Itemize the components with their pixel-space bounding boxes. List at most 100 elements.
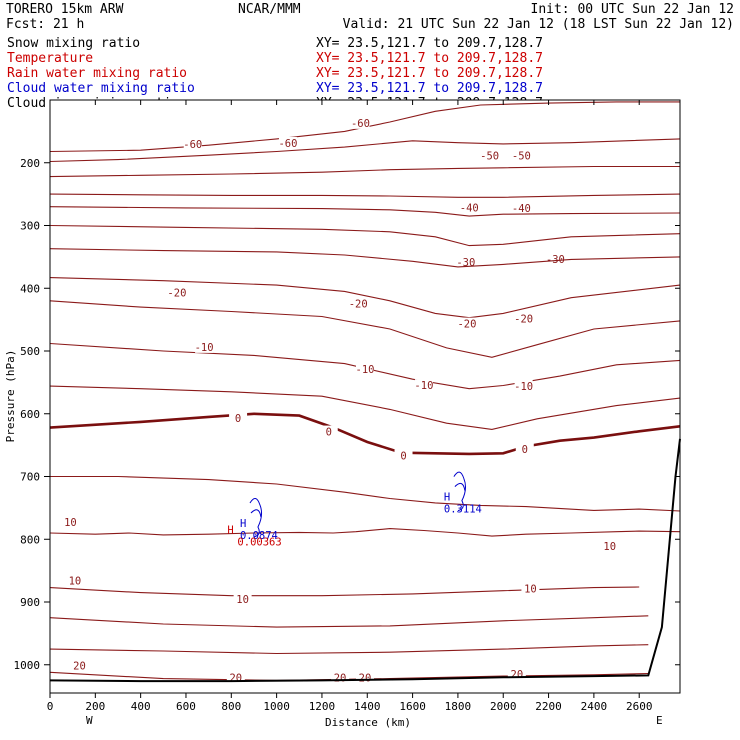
isotherm-label-bg — [183, 138, 202, 151]
cloud-water-max-marker: H — [444, 492, 450, 504]
legend-label: Cloud water mixing ratio — [7, 81, 195, 96]
y-tick-label: 700 — [20, 471, 40, 484]
isotherm-label-bg — [514, 312, 533, 325]
x-tick-label: 1000 — [263, 700, 290, 713]
isotherm-label-bg — [512, 202, 531, 215]
isotherm-label-bg — [414, 379, 433, 392]
model-title: TORERO 15km ARW — [6, 2, 124, 17]
x-tick-label: 0 — [47, 700, 54, 713]
legend-xy: XY= 23.5,121.7 to 209.7,128.7 — [316, 51, 543, 66]
x-tick-label: 400 — [131, 700, 151, 713]
isotherm-label-bg — [600, 539, 619, 552]
isotherm-label: -10 — [356, 364, 375, 376]
x-tick-label: 800 — [221, 700, 241, 713]
plot-frame — [49, 99, 681, 694]
isotherm-label: 20 — [229, 673, 242, 685]
isotherm-label-bg — [65, 574, 84, 587]
terrain-line — [49, 438, 681, 683]
east-label: E — [656, 714, 663, 727]
legend-xy: XY= 23.5,121.7 to 209.7,128.7 — [316, 81, 543, 96]
west-label: W — [86, 714, 93, 727]
center-label: NCAR/MMM — [238, 2, 301, 17]
x-tick-label: 2400 — [581, 700, 608, 713]
x-axis: 0 200 400 600 800 1000 1200 1400 1600 1800 2000 220… — [47, 100, 653, 713]
isotherm-label: 0 — [326, 427, 332, 439]
x-tick-label: 2600 — [626, 700, 653, 713]
terrain-profile — [49, 438, 681, 683]
isotherm-label-bg — [233, 593, 252, 606]
isotherm-line — [49, 206, 681, 217]
isotherm-label: -10 — [414, 380, 433, 392]
init-time: Init: 00 UTC Sun 22 Jan 12 — [531, 2, 735, 17]
y-tick-label: 1000 — [14, 659, 41, 672]
y-tick-label: 400 — [20, 282, 40, 295]
isotherm-label: -20 — [514, 314, 533, 326]
isotherm-label: 10 — [69, 575, 82, 587]
legend-xy: XY= 23.5,121.7 to 209.7,128.7 — [316, 66, 543, 81]
isotherm-label-bg — [167, 286, 186, 299]
cloud-water-contour — [249, 497, 263, 538]
temperature-contours: -60 -60-60-50 -50-40 -40-30 -30-20-20-20 -20-… — [49, 101, 681, 685]
isotherm-label-bg — [278, 136, 297, 149]
isotherm-label: 20 — [511, 669, 524, 681]
cloud-water-contour — [250, 509, 262, 518]
isotherm-line — [49, 644, 649, 655]
isotherm-label: -60 — [278, 138, 297, 150]
y-tick-label: 600 — [20, 408, 40, 421]
isotherm-label-bg — [394, 449, 413, 462]
isotherm-label-bg — [319, 425, 338, 438]
isotherm-label-bg — [546, 253, 565, 266]
isotherm-line — [49, 193, 681, 198]
isotherm-label-bg — [512, 149, 531, 162]
isotherm-label-bg — [480, 149, 499, 162]
isotherm-label: 0 — [522, 444, 528, 456]
x-tick-label: 600 — [176, 700, 196, 713]
y-axis-title: Pressure (hPa) — [4, 350, 17, 443]
x-tick-label: 2000 — [490, 700, 517, 713]
rain-water-max-marker: H — [227, 524, 233, 536]
isotherm-label-bg — [356, 362, 374, 375]
isotherm-label: 0 — [400, 450, 406, 462]
isotherm-label-bg — [515, 443, 534, 456]
isotherm-label: -40 — [512, 203, 531, 215]
isotherm-label: -40 — [460, 203, 479, 215]
isotherm-line — [49, 277, 681, 319]
cloud-water-max-marker: H — [240, 518, 246, 530]
x-axis-title: Distance (km) — [325, 716, 411, 729]
isotherm-line — [49, 342, 681, 390]
isotherm-label-bg — [457, 317, 476, 330]
y-tick-label: 300 — [20, 220, 40, 233]
isotherm-label: 0 — [235, 413, 241, 425]
isotherm-label-bg — [70, 659, 89, 672]
isotherm-label-bg — [349, 297, 368, 310]
x-tick-label: 1200 — [309, 700, 336, 713]
cloud-water-max-value: 0.0874 — [240, 530, 278, 542]
x-tick-label: 1400 — [354, 700, 381, 713]
y-tick-label: 900 — [20, 596, 40, 609]
legend-xy: XY= 23.5,121.7 to 209.7,128.7 — [316, 36, 543, 51]
cloud-water-contour — [453, 471, 467, 512]
isotherm-label: -20 — [457, 319, 476, 331]
isotherm-label: -20 — [167, 287, 186, 299]
isotherm-label-bg — [229, 411, 248, 424]
y-tick-label: 800 — [20, 533, 40, 546]
isotherm-line — [49, 528, 681, 537]
isotherm-label: 20 — [73, 661, 86, 673]
x-tick-label: 200 — [85, 700, 105, 713]
isotherm-label: -10 — [514, 381, 533, 393]
isotherm-label: -60 — [351, 118, 370, 130]
legend-label: Rain water mixing ratio — [7, 66, 187, 81]
isotherm-line — [49, 165, 680, 178]
isotherm-label: 10 — [524, 583, 537, 595]
isotherm-label-bg — [521, 582, 540, 595]
isotherm-label-bg — [195, 340, 214, 353]
isotherm-label-bg — [514, 379, 533, 392]
isotherm-label: -10 — [195, 342, 214, 354]
valid-time: Valid: 21 UTC Sun 22 Jan 12 (18 LST Sun … — [343, 17, 734, 32]
isotherm-label: 10 — [236, 594, 249, 606]
legend-label: Temperature — [7, 51, 93, 66]
isotherm-label-bg — [456, 256, 475, 269]
x-tick-label: 1800 — [445, 700, 472, 713]
